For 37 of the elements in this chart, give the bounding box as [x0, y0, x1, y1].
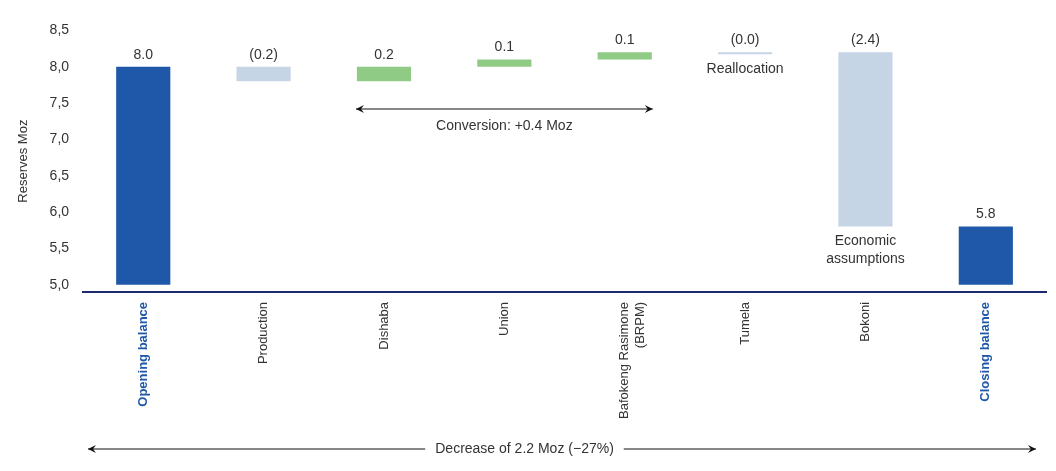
y-tick-label: 8,5 — [49, 21, 70, 38]
data-label: 0.2 — [374, 45, 394, 62]
y-tick-label: 6,0 — [49, 202, 70, 219]
y-tick-label: 7,5 — [49, 93, 70, 110]
x-tick-label: Closing balance — [977, 301, 993, 402]
y-axis-title: Reserves Moz — [15, 119, 31, 203]
y-tick-label: 7,0 — [49, 130, 70, 147]
x-tick-label: Dishaba — [375, 301, 391, 350]
bar — [718, 52, 773, 55]
bar — [236, 66, 291, 82]
data-label: (0.2) — [249, 45, 279, 62]
data-label: 0.1 — [494, 38, 515, 55]
bar — [838, 52, 893, 227]
y-tick-label: 6,5 — [49, 166, 70, 183]
text: Decrease of 2.2 Moz (−27%) — [435, 439, 614, 456]
data-label: (2.4) — [851, 31, 880, 48]
data-label: 0.1 — [614, 31, 635, 48]
y-tick-label: 5,0 — [49, 275, 70, 292]
data-label: (0.0) — [730, 31, 760, 48]
bar — [597, 52, 652, 60]
y-tick-label: 5,5 — [49, 239, 70, 256]
annotation: Economic assumptions — [826, 232, 905, 267]
x-tick-label: Tumela — [736, 301, 752, 345]
annotation: Reallocation — [706, 60, 784, 77]
x-tick-label: Opening balance — [134, 301, 150, 407]
bar — [116, 66, 171, 285]
x-tick-label: Bafokeng Rasimone (BRPM) — [616, 301, 647, 420]
bar — [958, 226, 1013, 285]
x-tick-label: Bokoni — [857, 301, 873, 342]
data-label: 5.8 — [976, 205, 996, 222]
data-label: 8.0 — [133, 45, 154, 62]
y-tick-label: 8,0 — [49, 57, 70, 74]
bar — [477, 59, 532, 67]
x-tick-label: Union — [495, 301, 511, 336]
bar — [356, 66, 412, 82]
annotation: Conversion: +0.4 Moz — [436, 116, 573, 133]
x-tick-label: Production — [255, 301, 271, 365]
